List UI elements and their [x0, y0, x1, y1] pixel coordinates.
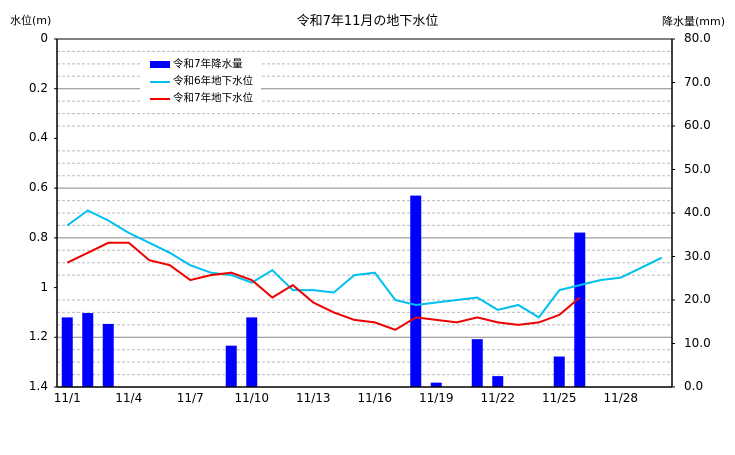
- line-swatch-icon: [150, 97, 170, 100]
- right-tick-label: 20.0: [684, 292, 711, 306]
- right-tick-label: 10.0: [684, 335, 711, 350]
- x-tick-label: 11/10: [234, 391, 270, 405]
- line-swatch-icon: [150, 80, 170, 83]
- x-tick-label: 11/22: [480, 391, 516, 405]
- x-tick-label: 11/19: [418, 391, 454, 405]
- x-tick-label: 11/7: [176, 391, 204, 405]
- left-tick-label: 1.2: [28, 329, 48, 344]
- left-axis-title: 水位(m): [10, 14, 52, 27]
- rain-bar: [574, 232, 586, 387]
- legend-label: 令和7年降水量: [173, 58, 243, 70]
- right-axis-title: 降水量(mm): [662, 15, 726, 28]
- rain-bar: [430, 382, 442, 387]
- rain-bar: [246, 317, 258, 387]
- right-tick-label: 70.0: [684, 74, 711, 89]
- right-tick-label: 80.0: [684, 31, 711, 45]
- rain-bar: [471, 339, 483, 387]
- x-tick-label: 11/16: [357, 391, 393, 405]
- legend-item-r7-level: 令和7年地下水位: [150, 90, 253, 107]
- right-tick-label: 40.0: [684, 205, 711, 219]
- rain-bar: [61, 317, 73, 387]
- legend-item-r6-level: 令和6年地下水位: [150, 73, 253, 90]
- left-tick-label: 0.8: [28, 229, 48, 244]
- right-tick-label: 30.0: [684, 248, 711, 263]
- rain-bar: [492, 376, 504, 387]
- rain-bar: [410, 195, 422, 387]
- left-tick-label: 0: [40, 31, 48, 45]
- x-tick-label: 11/13: [295, 391, 331, 405]
- x-tick-label: 11/4: [115, 391, 143, 405]
- left-tick-label: 0.2: [28, 80, 48, 95]
- legend-label: 令和7年地下水位: [173, 92, 254, 104]
- chart-title: 令和7年11月の地下水位: [296, 14, 439, 29]
- left-tick-label: 0.4: [28, 130, 48, 145]
- r6-groundwater-line: [66, 209, 663, 319]
- left-tick-label: 1: [40, 279, 48, 294]
- bar-swatch-icon: [150, 61, 170, 68]
- right-tick-label: 60.0: [684, 118, 711, 132]
- legend-item-rain: 令和7年降水量: [150, 56, 253, 73]
- right-tick-label: 0.0: [684, 379, 704, 393]
- x-tick-label: 11/28: [603, 391, 639, 405]
- left-tick-label: 0.6: [28, 180, 48, 195]
- rain-bar: [82, 313, 94, 387]
- rain-bar: [102, 323, 114, 387]
- rain-bar: [553, 356, 565, 387]
- r7-groundwater-line: [66, 241, 581, 331]
- right-tick-label: 50.0: [684, 161, 711, 176]
- legend: 令和7年降水量 令和6年地下水位 令和7年地下水位: [140, 54, 262, 109]
- x-tick-label: 11/25: [541, 391, 577, 405]
- legend-label: 令和6年地下水位: [173, 75, 254, 87]
- x-tick-label: 11/1: [53, 391, 81, 405]
- left-tick-label: 1.4: [28, 379, 48, 393]
- rain-bar: [225, 345, 237, 387]
